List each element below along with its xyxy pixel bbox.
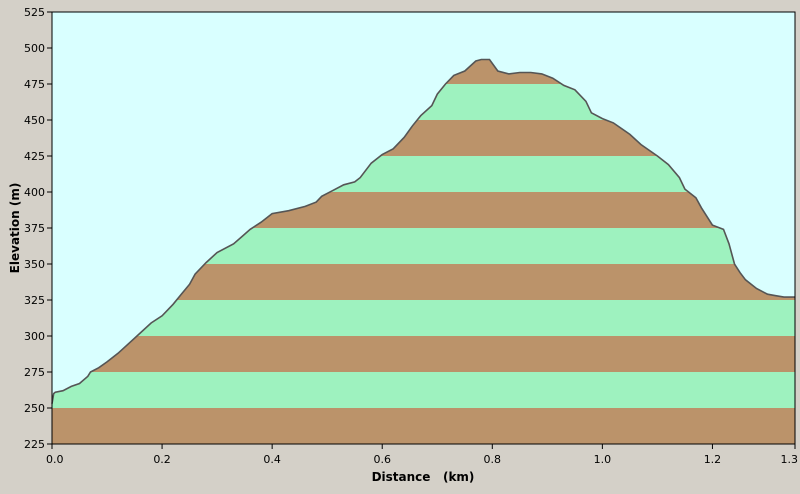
y-tick-label: 375 <box>24 222 45 235</box>
x-tick-label: 1.3 <box>781 453 799 466</box>
y-tick-label: 275 <box>24 366 45 379</box>
elevation-band <box>52 336 795 372</box>
y-tick-label: 400 <box>24 186 45 199</box>
x-tick-label: 0.2 <box>153 453 171 466</box>
y-tick-label: 350 <box>24 258 45 271</box>
x-tick-label: 0.4 <box>263 453 281 466</box>
x-axis-label: Distance (km) <box>372 470 475 484</box>
y-tick-label: 225 <box>24 438 45 451</box>
y-tick-label: 425 <box>24 150 45 163</box>
y-tick-label: 450 <box>24 114 45 127</box>
y-tick-label: 500 <box>24 42 45 55</box>
y-axis-label: Elevation (m) <box>8 183 22 274</box>
y-tick-label: 300 <box>24 330 45 343</box>
elevation-band <box>52 300 795 336</box>
y-tick-label: 475 <box>24 78 45 91</box>
x-tick-label: 0.6 <box>373 453 391 466</box>
x-axis: 0.0 0.2 0.4 0.6 0.8 1.0 1.2 1.3 <box>46 444 798 466</box>
elevation-band <box>52 408 795 444</box>
x-tick-label: 0.0 <box>46 453 64 466</box>
x-tick-label: 0.8 <box>484 453 502 466</box>
elevation-profile-line <box>51 58 795 404</box>
y-tick-label: 325 <box>24 294 45 307</box>
y-tick-label: 525 <box>24 6 45 19</box>
y-tick-label: 250 <box>24 402 45 415</box>
y-axis: 225 250 275 300 325 350 375 400 425 450 475 500 525 <box>24 6 52 451</box>
x-tick-label: 1.2 <box>704 453 722 466</box>
elevation-band <box>52 372 795 408</box>
x-tick-label: 1.0 <box>594 453 612 466</box>
